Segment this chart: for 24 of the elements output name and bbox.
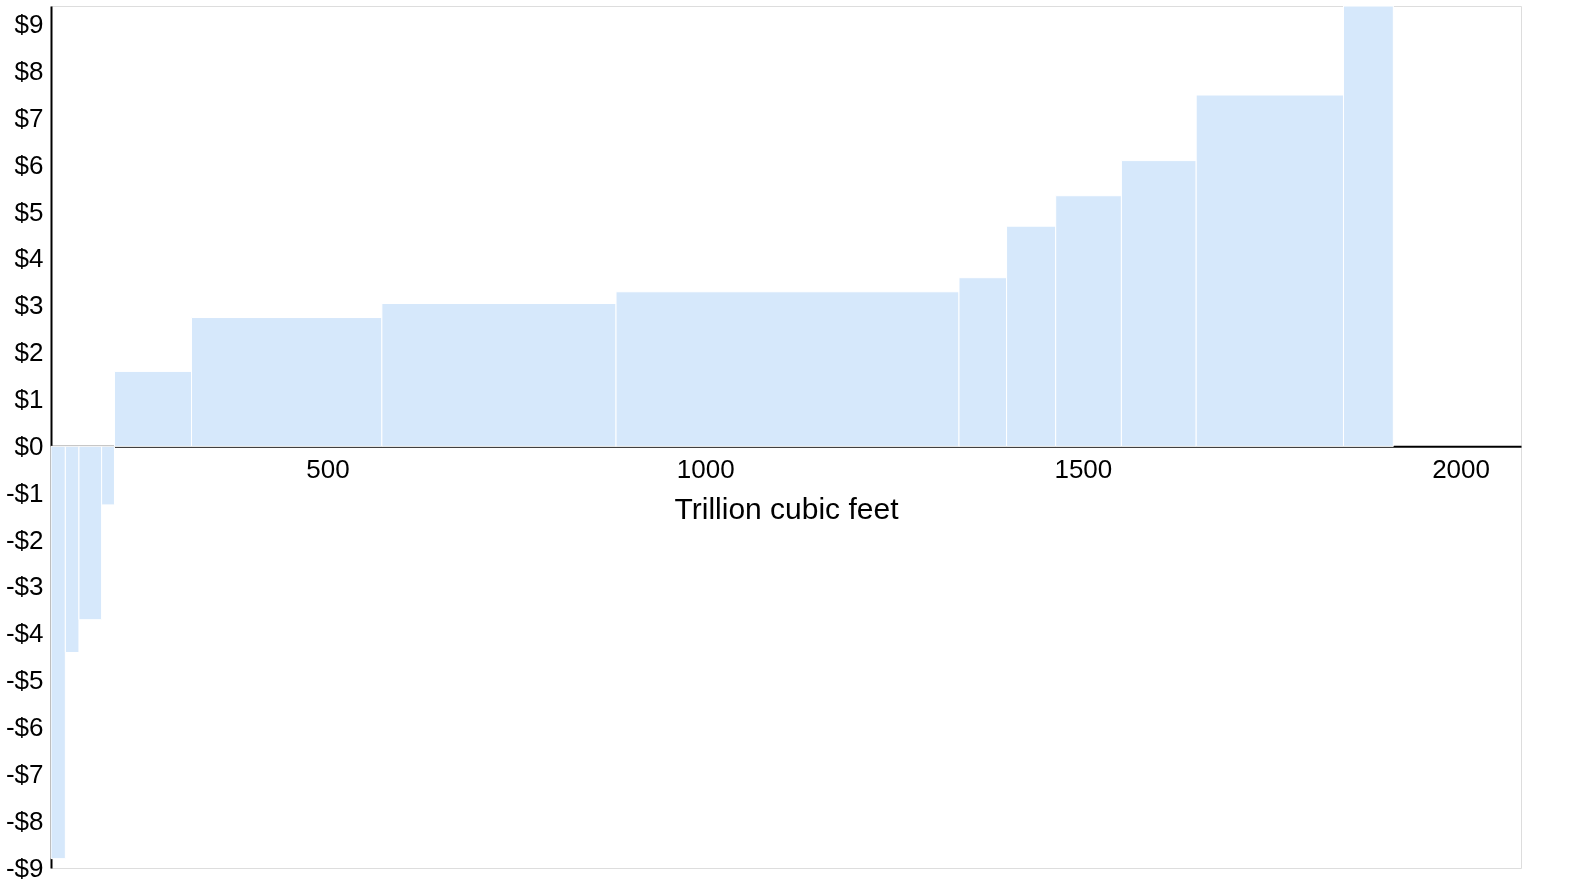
y-tick-label: -$6	[5, 711, 44, 742]
y-tick-label: -$8	[5, 805, 44, 836]
y-tick-label: $9	[14, 9, 44, 40]
y-tick-label: -$3	[5, 571, 44, 602]
y-tick-label: $4	[14, 243, 44, 274]
y-tick-label: $0	[14, 430, 44, 461]
y-tick-label: $7	[14, 102, 44, 133]
y-tick-label: -$7	[5, 758, 44, 789]
y-tick-label: -$2	[5, 524, 44, 555]
x-tick-label: 1500	[1054, 453, 1113, 484]
y-tick-label: -$5	[5, 665, 44, 696]
y-tick-label: $2	[14, 337, 44, 368]
y-tick-label: $5	[14, 196, 44, 227]
y-tick-label: -$1	[5, 477, 44, 508]
y-tick-label: -$9	[5, 852, 44, 883]
y-tick-label: -$4	[5, 618, 44, 649]
x-tick-label: 500	[306, 453, 350, 484]
y-tick-label: $8	[14, 56, 44, 87]
x-axis-title: Trillion cubic feet	[674, 491, 900, 525]
x-tick-label: 2000	[1432, 453, 1490, 484]
y-tick-label: $1	[14, 384, 44, 415]
y-tick-label: $6	[14, 149, 44, 180]
x-tick-label: 1000	[676, 453, 735, 484]
y-tick-label: $3	[14, 290, 44, 321]
